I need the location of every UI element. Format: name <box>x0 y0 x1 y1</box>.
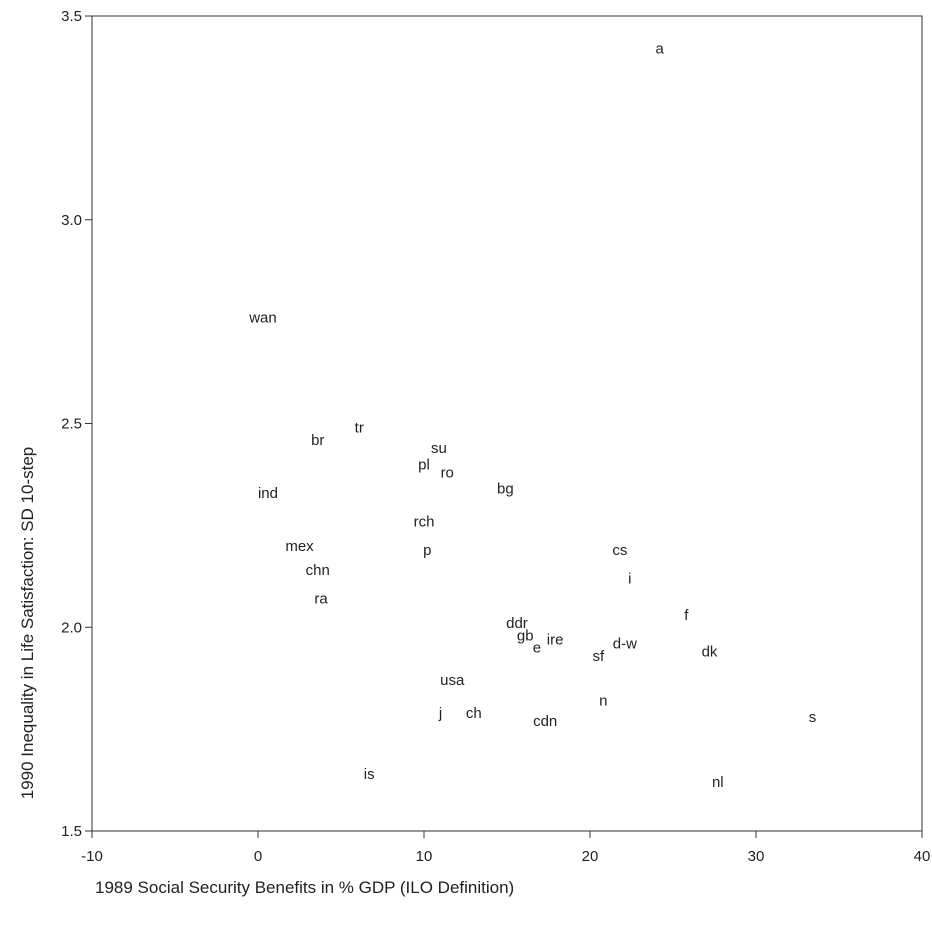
data-point-br: br <box>311 432 324 449</box>
data-point-nl: nl <box>712 774 724 791</box>
x-axis-ticks: -10 0 10 20 30 40 <box>81 831 930 865</box>
x-tick-label: 20 <box>582 848 599 865</box>
data-point-ro: ro <box>441 464 454 481</box>
data-point-ddr: ddr <box>506 615 528 632</box>
data-point-gb: gb <box>517 627 534 644</box>
data-point-su: su <box>431 440 447 457</box>
y-tick-label: 3.0 <box>61 212 82 229</box>
data-point-cdn: cdn <box>533 713 557 730</box>
data-point-ire: ire <box>547 631 564 648</box>
x-tick-label: 0 <box>254 848 262 865</box>
data-point-sf: sf <box>592 648 605 665</box>
data-point-f: f <box>684 607 689 624</box>
data-point-cs: cs <box>612 542 627 559</box>
data-point-usa: usa <box>440 672 465 689</box>
y-tick-label: 2.5 <box>61 416 82 433</box>
data-point-rch: rch <box>414 513 435 530</box>
data-point-ind: ind <box>258 485 278 502</box>
data-point-a: a <box>656 41 665 58</box>
y-tick-label: 3.5 <box>61 8 82 25</box>
data-point-ch: ch <box>466 705 482 722</box>
y-tick-label: 1.5 <box>61 823 82 840</box>
y-axis-ticks: 1.5 2.0 2.5 3.0 3.5 <box>61 8 92 840</box>
x-tick-label: -10 <box>81 848 103 865</box>
data-point-p: p <box>423 542 431 559</box>
y-tick-label: 2.0 <box>61 619 82 636</box>
data-point-mex: mex <box>285 538 314 555</box>
data-point-e: e <box>533 640 541 657</box>
x-tick-label: 10 <box>416 848 433 865</box>
data-point-s: s <box>809 709 817 726</box>
data-point-is: is <box>364 766 375 783</box>
data-point-ra: ra <box>314 591 328 608</box>
x-axis-title: 1989 Social Security Benefits in % GDP (… <box>95 878 514 897</box>
data-point-i: i <box>628 570 631 587</box>
data-point-n: n <box>599 693 607 710</box>
plot-frame <box>91 15 923 832</box>
data-point-bg: bg <box>497 481 514 498</box>
y-axis-title: 1990 Inequality in Life Satisfaction: SD… <box>18 447 37 800</box>
data-point-wan: wan <box>248 310 277 327</box>
data-point-pl: pl <box>418 456 430 473</box>
data-point-chn: chn <box>306 562 330 579</box>
data-point-d-w: d-w <box>613 636 637 653</box>
data-point-j: j <box>438 705 442 722</box>
data-point-dk: dk <box>702 644 718 661</box>
x-tick-label: 40 <box>914 848 931 865</box>
data-point-tr: tr <box>355 420 364 437</box>
x-tick-label: 30 <box>748 848 765 865</box>
